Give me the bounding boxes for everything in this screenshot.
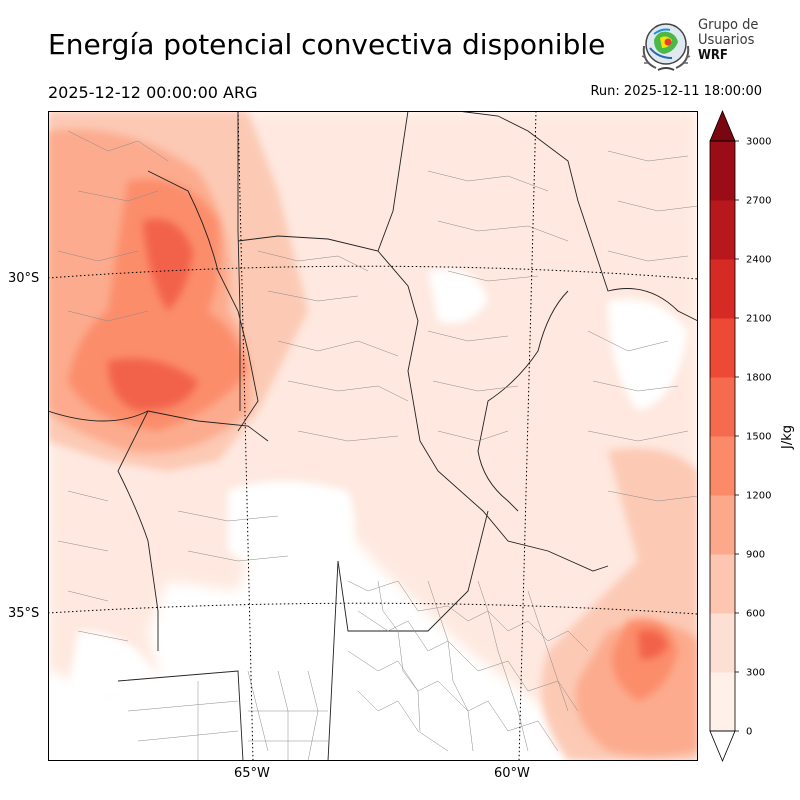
province-boundaries [48,111,698,761]
page-title: Energía potencial convectiva disponible [48,28,606,61]
logo-text: Grupo de Usuarios WRF [698,17,759,64]
colorbar-band [710,554,735,614]
department-boundaries [57,130,698,761]
logo-line-3: WRF [698,48,728,63]
colorbar-bands [709,109,736,763]
colorbar-tick-label: 0 [746,727,752,738]
colorbar-extend-min [709,730,736,763]
lon-label-65w: 65°W [234,766,270,781]
lat-label-35s: 35°S [8,606,40,621]
graticule [48,111,698,761]
colorbar-tick-label: 2700 [746,196,771,207]
globe-emblem-icon [641,23,691,71]
lon-label-60w: 60°W [494,766,530,781]
cape-level-4 [108,219,668,660]
colorbar-ticks: 0 300 600 900 1200 1500 1800 2100 2400 2700 3000 [735,137,771,738]
colorbar-tick-label: 300 [746,668,765,679]
cape-white-patches [68,269,688,761]
cape-field [48,111,698,761]
wrf-users-logo: Grupo de Usuarios WRF [638,16,778,72]
colorbar-band [710,495,735,555]
colorbar-band [710,141,735,201]
colorbar-band [710,200,735,260]
colorbar-band [710,377,735,437]
colorbar-band [710,436,735,496]
valid-time: 2025-12-12 00:00:00 ARG [48,83,258,102]
colorbar-tick-label: 600 [746,609,765,620]
colorbar-band [710,672,735,732]
colorbar-tick-label: 1800 [746,373,771,384]
colorbar-tick-label: 1200 [746,491,771,502]
colorbar-extend-max [709,109,736,142]
map-frame [48,111,698,761]
colorbar-unit-label: J/kg [780,425,795,450]
colorbar-band [710,613,735,673]
colorbar-band [710,318,735,378]
colorbar-tick-label: 3000 [746,137,771,148]
logo-line-2: Usuarios [698,32,755,48]
colorbar-tick-label: 1500 [746,432,771,443]
cape-map [48,111,698,761]
colorbar-band [710,259,735,319]
colorbar-tick-label: 2100 [746,314,771,325]
lat-label-30s: 30°S [8,271,40,286]
run-time: Run: 2025-12-11 18:00:00 [590,84,762,99]
colorbar: 0 300 600 900 1200 1500 1800 2100 2400 2700 3000 J… [709,109,795,763]
logo-line-1: Grupo de [698,17,759,33]
colorbar-tick-label: 900 [746,550,765,561]
colorbar-tick-label: 2400 [746,255,771,266]
